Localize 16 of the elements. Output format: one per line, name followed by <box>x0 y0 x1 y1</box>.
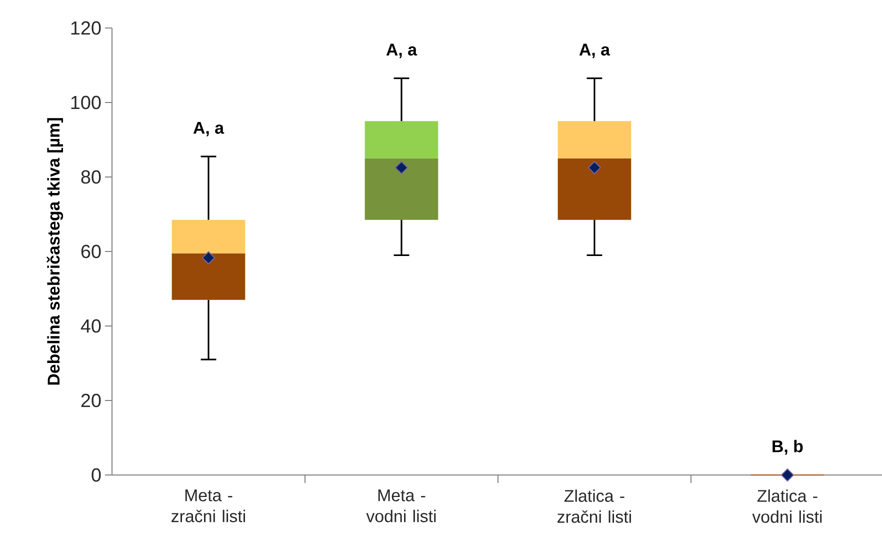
annotation: A, a <box>579 44 610 58</box>
annotation: A, a <box>193 122 224 136</box>
y-tick-label: 20 <box>81 394 101 408</box>
x-tick-label: Meta - vodni listi <box>366 490 436 522</box>
y-tick-label: 60 <box>81 244 101 258</box>
x-tick-label: Zlatica - zračni listi <box>558 490 631 523</box>
y-tick-label: 100 <box>71 96 101 110</box>
y-tick-label: 120 <box>71 21 101 35</box>
annotation: A, a <box>386 44 418 58</box>
y-axis-title: Debelina stebričastega tkiva [µm] <box>46 118 64 385</box>
x-tick-label: Meta - zračni listi <box>172 490 245 522</box>
annotation: B, b <box>772 440 803 455</box>
y-tick-label: 40 <box>80 319 101 333</box>
y-tick-label: 80 <box>81 170 101 184</box>
y-tick-label: 0 <box>92 468 101 482</box>
x-tick-label: Zlatica - vodni listi <box>752 490 822 523</box>
